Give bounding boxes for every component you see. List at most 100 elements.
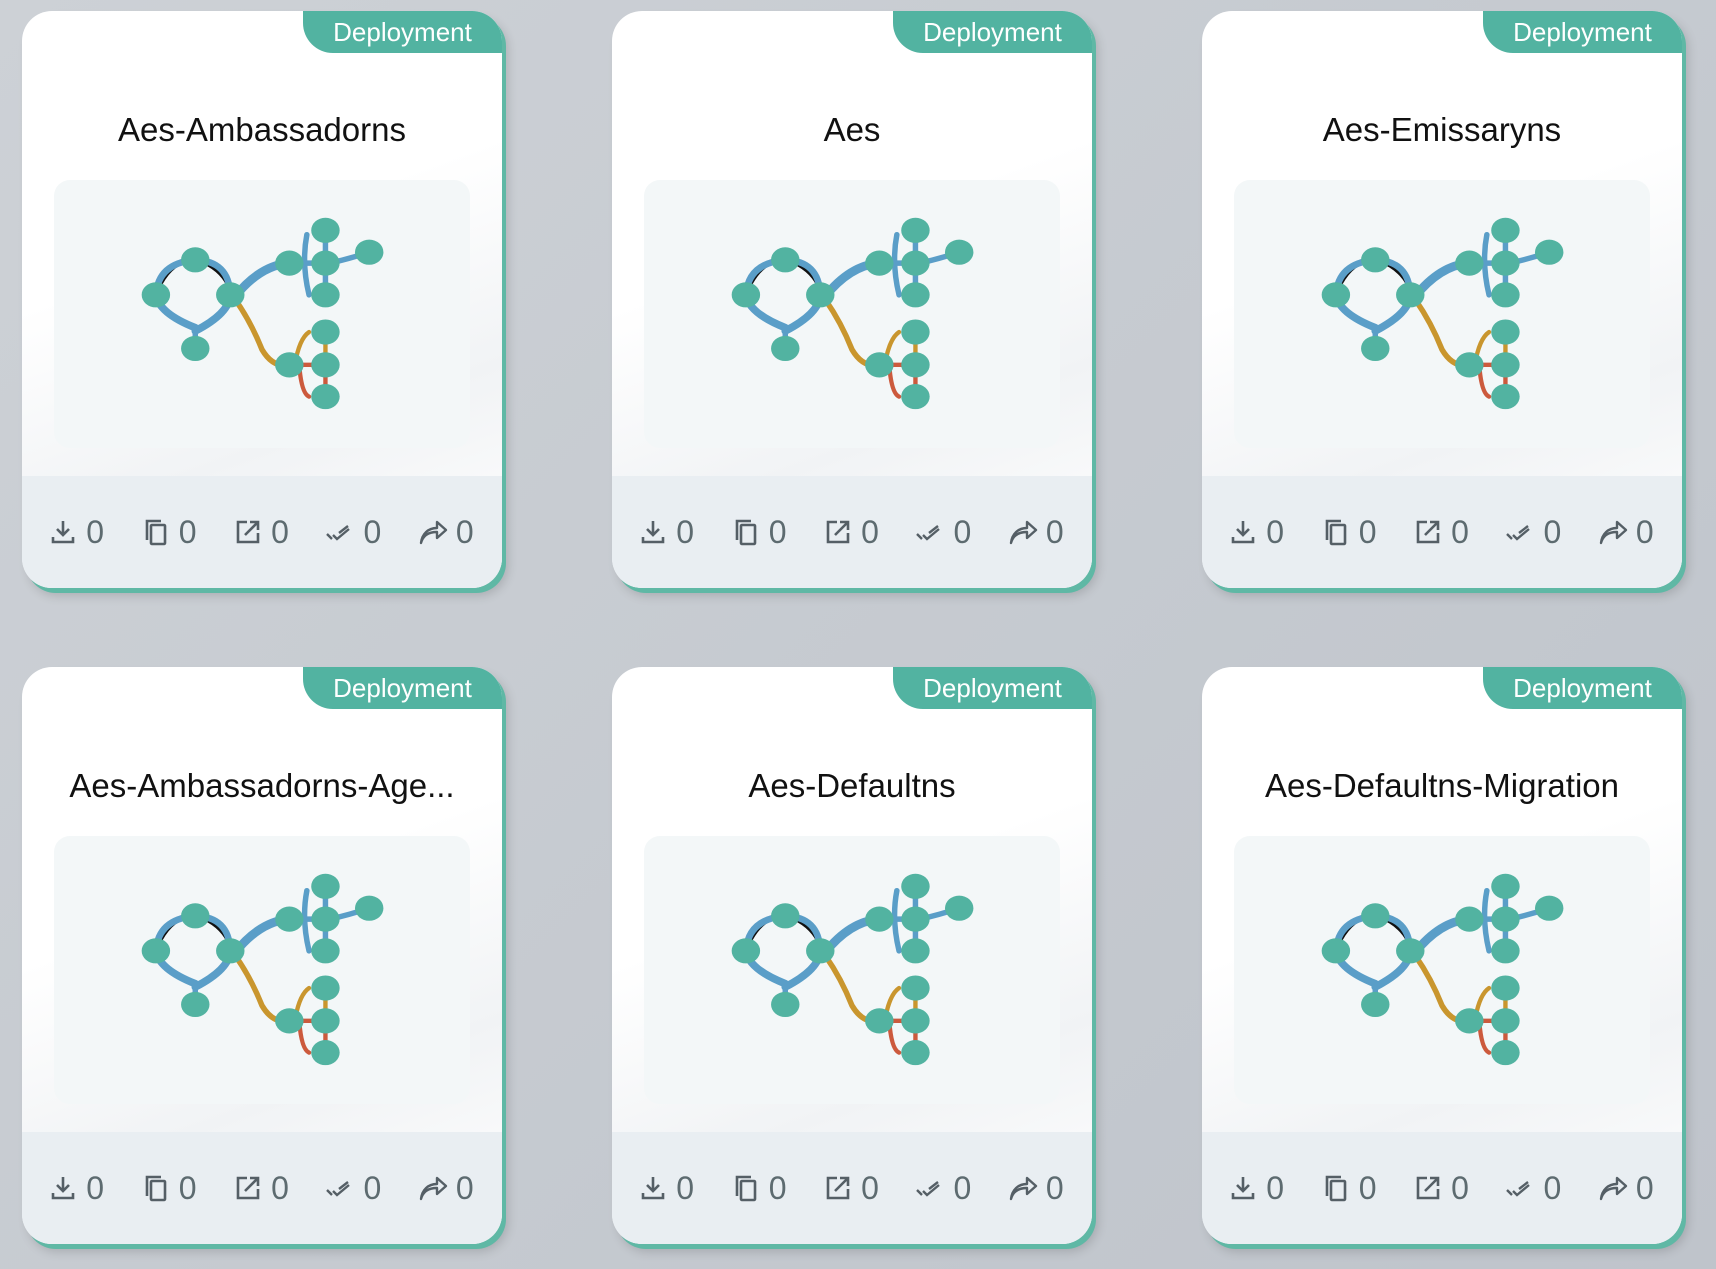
open-external-icon	[1416, 520, 1440, 544]
stat-count: 0	[1635, 1169, 1654, 1206]
stat-download[interactable]: 0	[48, 1170, 104, 1207]
stat-copy[interactable]: 0	[731, 1169, 787, 1207]
open-external-icon	[826, 1176, 850, 1200]
stat-copy[interactable]: 0	[1321, 514, 1376, 551]
stat-download[interactable]: 0	[638, 514, 694, 551]
stat-count: 0	[1045, 1169, 1064, 1206]
graph-node	[1491, 217, 1520, 243]
stat-copy[interactable]: 0	[141, 1170, 196, 1207]
stat-count: 0	[86, 513, 105, 550]
stat-copy[interactable]: 0	[141, 514, 196, 551]
graph-node	[901, 352, 930, 378]
graph-node	[901, 250, 930, 276]
graph-node	[1534, 895, 1564, 921]
graph-preview[interactable]	[644, 180, 1060, 448]
card-title[interactable]: Aes-Defaultns-Migration	[1265, 767, 1619, 804]
stat-count: 0	[768, 1169, 787, 1206]
card-title[interactable]: Aes	[823, 111, 881, 148]
share-icon	[1009, 520, 1038, 545]
open-external-icon	[1416, 1176, 1440, 1200]
stat-open-external[interactable]: 0	[233, 1170, 289, 1207]
download-icon	[641, 1177, 665, 1200]
card-title[interactable]: Aes-Ambassadorns-Age...	[69, 767, 455, 804]
open-external-icon	[236, 1176, 260, 1200]
stat-open-external[interactable]: 0	[1413, 514, 1469, 551]
graph-node	[1491, 282, 1520, 308]
graph-node	[865, 250, 894, 276]
copy-icon	[735, 1175, 756, 1202]
graph-node	[1361, 247, 1390, 273]
graph-node	[901, 217, 930, 243]
graph-node	[1361, 335, 1390, 362]
graph-node	[806, 282, 835, 308]
deployment-card[interactable]: Deployment Aes-Ambassadorns 0 0 0 0 0	[22, 11, 502, 588]
card-title[interactable]: Aes-Defaultns	[748, 767, 956, 804]
stat-count: 0	[1543, 513, 1562, 550]
graph-node	[1491, 1008, 1520, 1034]
graph-node	[181, 903, 210, 929]
deployment-card[interactable]: Deployment Aes-Emissaryns 0 0 0 0 0	[1202, 11, 1682, 588]
stat-share[interactable]: 0	[1008, 514, 1064, 551]
stat-share[interactable]: 0	[1008, 1170, 1064, 1207]
copy-icon	[735, 519, 756, 546]
graph-preview[interactable]	[54, 836, 470, 1104]
graph-node	[1491, 352, 1520, 378]
stat-double-check[interactable]: 0	[325, 1170, 381, 1207]
graph-node	[771, 991, 800, 1018]
share-icon	[1009, 1176, 1038, 1201]
stat-double-check[interactable]: 0	[325, 514, 381, 551]
stat-share[interactable]: 0	[1598, 514, 1654, 551]
deployment-card[interactable]: Deployment Aes-Defaultns-Migration 0 0 0 0 0	[1202, 667, 1682, 1244]
card-stats: 0 0 0 0 0	[22, 1132, 502, 1244]
card-stats: 0 0 0 0 0	[612, 1132, 1092, 1244]
stat-double-check[interactable]: 0	[915, 514, 971, 551]
stat-count: 0	[676, 513, 695, 550]
stat-count: 0	[271, 1169, 289, 1206]
stat-double-check[interactable]: 0	[915, 1170, 971, 1207]
card-title[interactable]: Aes-Ambassadorns	[118, 111, 406, 148]
stat-count: 0	[768, 513, 787, 550]
graph-node	[354, 239, 384, 265]
graph-node	[311, 906, 340, 932]
copy-icon	[1325, 519, 1346, 546]
stat-open-external[interactable]: 0	[823, 514, 879, 551]
stat-open-external[interactable]: 0	[233, 514, 289, 551]
double-check-icon	[326, 525, 351, 541]
graph-node	[311, 1008, 340, 1034]
copy-icon	[1325, 1175, 1346, 1202]
graph-node	[771, 903, 800, 929]
share-icon	[1599, 520, 1628, 545]
stat-download[interactable]: 0	[638, 1170, 694, 1207]
stat-open-external[interactable]: 0	[1413, 1170, 1469, 1207]
stat-copy[interactable]: 0	[1321, 1170, 1376, 1207]
stat-copy[interactable]: 0	[731, 513, 787, 551]
graph-node	[901, 282, 930, 308]
stat-share[interactable]: 0	[418, 514, 474, 551]
stat-share[interactable]: 0	[1598, 1170, 1654, 1207]
card-stats: 0 0 0 0 0	[22, 476, 502, 588]
graph-node	[865, 906, 894, 932]
type-badge: Deployment	[303, 667, 502, 709]
graph-node	[901, 975, 930, 1001]
graph-node	[181, 335, 210, 362]
graph-preview[interactable]	[54, 180, 470, 448]
graph-node	[311, 938, 340, 964]
card-title[interactable]: Aes-Emissaryns	[1322, 111, 1562, 148]
graph-node	[1455, 906, 1484, 932]
stat-download[interactable]: 0	[1228, 1170, 1284, 1207]
type-badge: Deployment	[1483, 667, 1682, 709]
deployment-card[interactable]: Deployment Aes-Defaultns 0 0 0 0 0	[612, 667, 1092, 1244]
deployment-card[interactable]: Deployment Aes 0 0 0 0 0	[612, 11, 1092, 588]
stat-download[interactable]: 0	[1228, 514, 1284, 551]
stat-download[interactable]: 0	[48, 514, 104, 551]
graph-preview[interactable]	[1234, 180, 1650, 448]
graph-node	[1491, 319, 1520, 345]
deployment-card[interactable]: Deployment Aes-Ambassadorns-Age... 0 0 0 0 0	[22, 667, 502, 1244]
stat-double-check[interactable]: 0	[1505, 1170, 1561, 1207]
stat-open-external[interactable]: 0	[823, 1170, 879, 1207]
stat-share[interactable]: 0	[418, 1170, 474, 1207]
graph-preview[interactable]	[644, 836, 1060, 1104]
stat-double-check[interactable]: 0	[1505, 514, 1561, 551]
graph-preview[interactable]	[1234, 836, 1650, 1104]
graph-node	[1491, 250, 1520, 276]
